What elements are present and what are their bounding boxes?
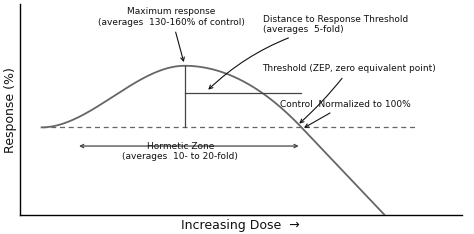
Text: Threshold (ZEP, zero equivalent point): Threshold (ZEP, zero equivalent point) bbox=[263, 64, 436, 123]
Text: Control  Normalized to 100%: Control Normalized to 100% bbox=[280, 100, 410, 127]
Text: Distance to Response Threshold
(averages  5-fold): Distance to Response Threshold (averages… bbox=[209, 15, 408, 89]
Text: Increasing Dose  →: Increasing Dose → bbox=[182, 219, 300, 232]
Text: Maximum response
(averages  130-160% of control): Maximum response (averages 130-160% of c… bbox=[98, 7, 245, 61]
Text: Hormetic Zone
(averages  10- to 20-fold): Hormetic Zone (averages 10- to 20-fold) bbox=[122, 142, 238, 161]
Y-axis label: Response (%): Response (%) bbox=[4, 67, 17, 153]
